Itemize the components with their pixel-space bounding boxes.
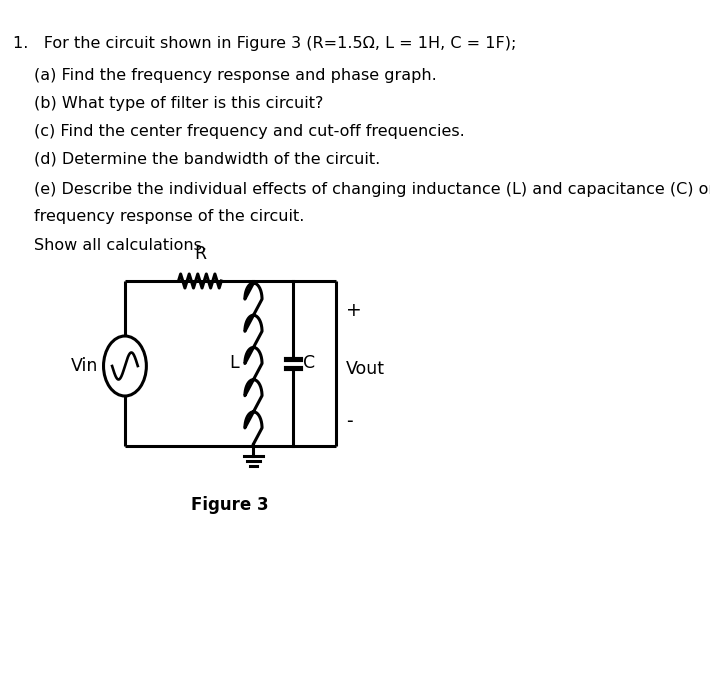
Text: +: + [346, 301, 362, 320]
Text: 1.   For the circuit shown in Figure 3 (R=1.5Ω, L = 1H, C = 1F);: 1. For the circuit shown in Figure 3 (R=… [13, 36, 516, 51]
Text: -: - [346, 411, 353, 431]
Text: (b) What type of filter is this circuit?: (b) What type of filter is this circuit? [34, 96, 324, 111]
Text: L: L [229, 354, 239, 372]
Text: R: R [194, 245, 206, 263]
Text: Vin: Vin [70, 357, 98, 375]
Text: frequency response of the circuit.: frequency response of the circuit. [34, 209, 305, 224]
Text: Show all calculations.: Show all calculations. [34, 238, 207, 253]
Text: (a) Find the frequency response and phase graph.: (a) Find the frequency response and phas… [34, 68, 437, 83]
Text: (e) Describe the individual effects of changing inductance (L) and capacitance (: (e) Describe the individual effects of c… [34, 182, 710, 197]
Text: Vout: Vout [346, 360, 386, 377]
Text: C: C [303, 354, 315, 372]
Text: (d) Determine the bandwidth of the circuit.: (d) Determine the bandwidth of the circu… [34, 152, 381, 167]
Text: Figure 3: Figure 3 [192, 496, 269, 514]
Text: (c) Find the center frequency and cut-off frequencies.: (c) Find the center frequency and cut-of… [34, 124, 465, 139]
